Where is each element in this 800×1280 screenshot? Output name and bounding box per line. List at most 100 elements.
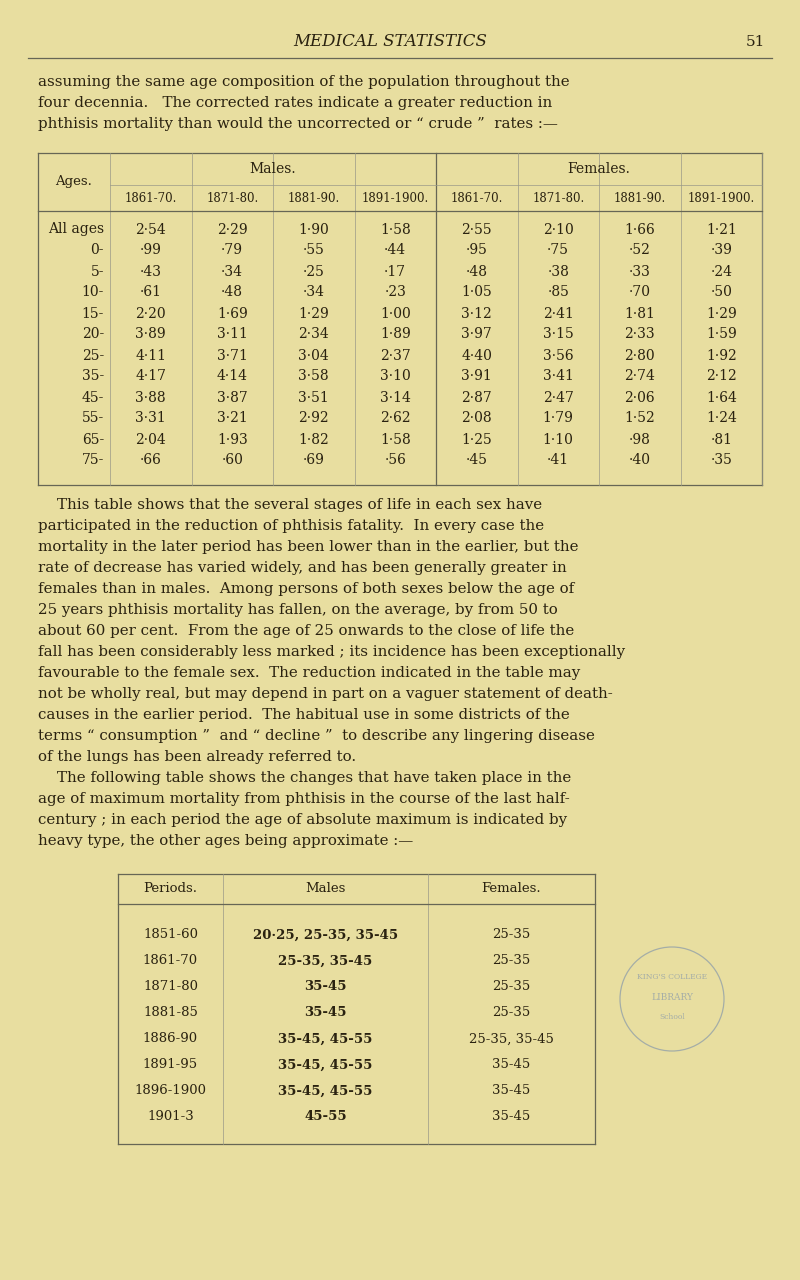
Text: ·70: ·70 (629, 285, 650, 300)
Text: ·69: ·69 (303, 453, 325, 467)
Text: The following table shows the changes that have taken place in the: The following table shows the changes th… (38, 771, 571, 785)
Text: 51: 51 (746, 35, 765, 49)
Text: 1871-80.: 1871-80. (532, 192, 584, 205)
Text: ·79: ·79 (222, 243, 243, 257)
Text: ·98: ·98 (629, 433, 650, 447)
Text: favourable to the female sex.  The reduction indicated in the table may: favourable to the female sex. The reduct… (38, 666, 580, 680)
Text: 1881-85: 1881-85 (143, 1006, 198, 1019)
Text: 3·89: 3·89 (135, 328, 166, 342)
Text: heavy type, the other ages being approximate :—: heavy type, the other ages being approxi… (38, 835, 414, 847)
Text: Females.: Females. (567, 163, 630, 175)
Text: 1·82: 1·82 (298, 433, 329, 447)
Text: ·43: ·43 (140, 265, 162, 279)
Text: 3·71: 3·71 (217, 348, 248, 362)
Text: 1·90: 1·90 (298, 223, 329, 237)
Text: 3·15: 3·15 (543, 328, 574, 342)
Text: ·52: ·52 (629, 243, 650, 257)
Text: 1·79: 1·79 (543, 411, 574, 425)
Text: mortality in the later period has been lower than in the earlier, but the: mortality in the later period has been l… (38, 540, 578, 554)
Text: 55-: 55- (82, 411, 104, 425)
Text: 2·47: 2·47 (543, 390, 574, 404)
Text: This table shows that the several stages of life in each sex have: This table shows that the several stages… (38, 498, 542, 512)
Text: 35-45: 35-45 (304, 980, 346, 993)
Text: terms “ consumption ”  and “ decline ”  to describe any lingering disease: terms “ consumption ” and “ decline ” to… (38, 730, 595, 742)
Text: four decennia.   The corrected rates indicate a greater reduction in: four decennia. The corrected rates indic… (38, 96, 552, 110)
Text: ·99: ·99 (140, 243, 162, 257)
Text: Periods.: Periods. (143, 882, 198, 896)
Text: ·48: ·48 (466, 265, 488, 279)
Text: 3·91: 3·91 (462, 370, 492, 384)
Text: ·50: ·50 (710, 285, 732, 300)
Text: ·44: ·44 (384, 243, 406, 257)
Text: 1871-80: 1871-80 (143, 980, 198, 993)
Text: 2·06: 2·06 (625, 390, 655, 404)
Text: 1896-1900: 1896-1900 (134, 1084, 206, 1097)
Text: ·66: ·66 (140, 453, 162, 467)
Text: 1·24: 1·24 (706, 411, 737, 425)
Text: 65-: 65- (82, 433, 104, 447)
Text: 15-: 15- (82, 306, 104, 320)
Text: ·60: ·60 (222, 453, 243, 467)
Text: ·95: ·95 (466, 243, 488, 257)
Text: 1·52: 1·52 (624, 411, 655, 425)
Text: 35-45: 35-45 (304, 1006, 346, 1019)
Text: ·34: ·34 (222, 265, 243, 279)
Text: ·23: ·23 (384, 285, 406, 300)
Text: 3·87: 3·87 (217, 390, 248, 404)
Text: ·56: ·56 (384, 453, 406, 467)
Text: 35-: 35- (82, 370, 104, 384)
Text: 25-35, 35-45: 25-35, 35-45 (278, 955, 373, 968)
Text: 2·20: 2·20 (135, 306, 166, 320)
Text: 1·69: 1·69 (217, 306, 248, 320)
Text: 1861-70.: 1861-70. (450, 192, 503, 205)
Text: 1·92: 1·92 (706, 348, 737, 362)
Text: 4·11: 4·11 (135, 348, 166, 362)
Text: 2·41: 2·41 (543, 306, 574, 320)
Text: 25-35, 35-45: 25-35, 35-45 (469, 1033, 554, 1046)
Text: ·55: ·55 (303, 243, 325, 257)
Text: ·41: ·41 (547, 453, 570, 467)
Text: 2·12: 2·12 (706, 370, 737, 384)
Text: 3·51: 3·51 (298, 390, 329, 404)
Text: School: School (659, 1012, 685, 1021)
Text: ·33: ·33 (629, 265, 650, 279)
Text: participated in the reduction of phthisis fatality.  In every case the: participated in the reduction of phthisi… (38, 518, 544, 532)
Text: 3·12: 3·12 (462, 306, 492, 320)
Text: ·24: ·24 (710, 265, 732, 279)
Text: ·38: ·38 (547, 265, 569, 279)
Text: 1871-80.: 1871-80. (206, 192, 258, 205)
Text: 1·89: 1·89 (380, 328, 410, 342)
Text: about 60 per cent.  From the age of 25 onwards to the close of life the: about 60 per cent. From the age of 25 on… (38, 623, 574, 637)
Text: 1·29: 1·29 (298, 306, 329, 320)
Text: 1891-1900.: 1891-1900. (688, 192, 755, 205)
Text: 25-: 25- (82, 348, 104, 362)
Text: 3·41: 3·41 (543, 370, 574, 384)
Text: ·35: ·35 (710, 453, 732, 467)
Text: 25-35: 25-35 (492, 980, 530, 993)
Text: ·39: ·39 (710, 243, 732, 257)
Text: 20·25, 25-35, 35-45: 20·25, 25-35, 35-45 (253, 928, 398, 942)
Text: Males.: Males. (250, 163, 296, 175)
Text: rate of decrease has varied widely, and has been generally greater in: rate of decrease has varied widely, and … (38, 561, 566, 575)
Text: ·81: ·81 (710, 433, 732, 447)
Text: 1·93: 1·93 (217, 433, 248, 447)
Text: ·85: ·85 (547, 285, 569, 300)
Text: 45-55: 45-55 (304, 1111, 347, 1124)
Text: 1·58: 1·58 (380, 433, 410, 447)
Text: 1·59: 1·59 (706, 328, 737, 342)
Text: 0-: 0- (90, 243, 104, 257)
Text: 4·14: 4·14 (217, 370, 248, 384)
Text: 1861-70: 1861-70 (143, 955, 198, 968)
Text: 3·88: 3·88 (135, 390, 166, 404)
Text: ·61: ·61 (140, 285, 162, 300)
Text: 3·31: 3·31 (135, 411, 166, 425)
Text: 3·14: 3·14 (380, 390, 410, 404)
Text: 2·87: 2·87 (462, 390, 492, 404)
Text: ·25: ·25 (303, 265, 325, 279)
Text: 2·10: 2·10 (543, 223, 574, 237)
Text: 1891-1900.: 1891-1900. (362, 192, 429, 205)
Text: 2·80: 2·80 (625, 348, 655, 362)
Text: females than in males.  Among persons of both sexes below the age of: females than in males. Among persons of … (38, 582, 574, 596)
Text: causes in the earlier period.  The habitual use in some districts of the: causes in the earlier period. The habitu… (38, 708, 570, 722)
Text: 1·05: 1·05 (462, 285, 492, 300)
